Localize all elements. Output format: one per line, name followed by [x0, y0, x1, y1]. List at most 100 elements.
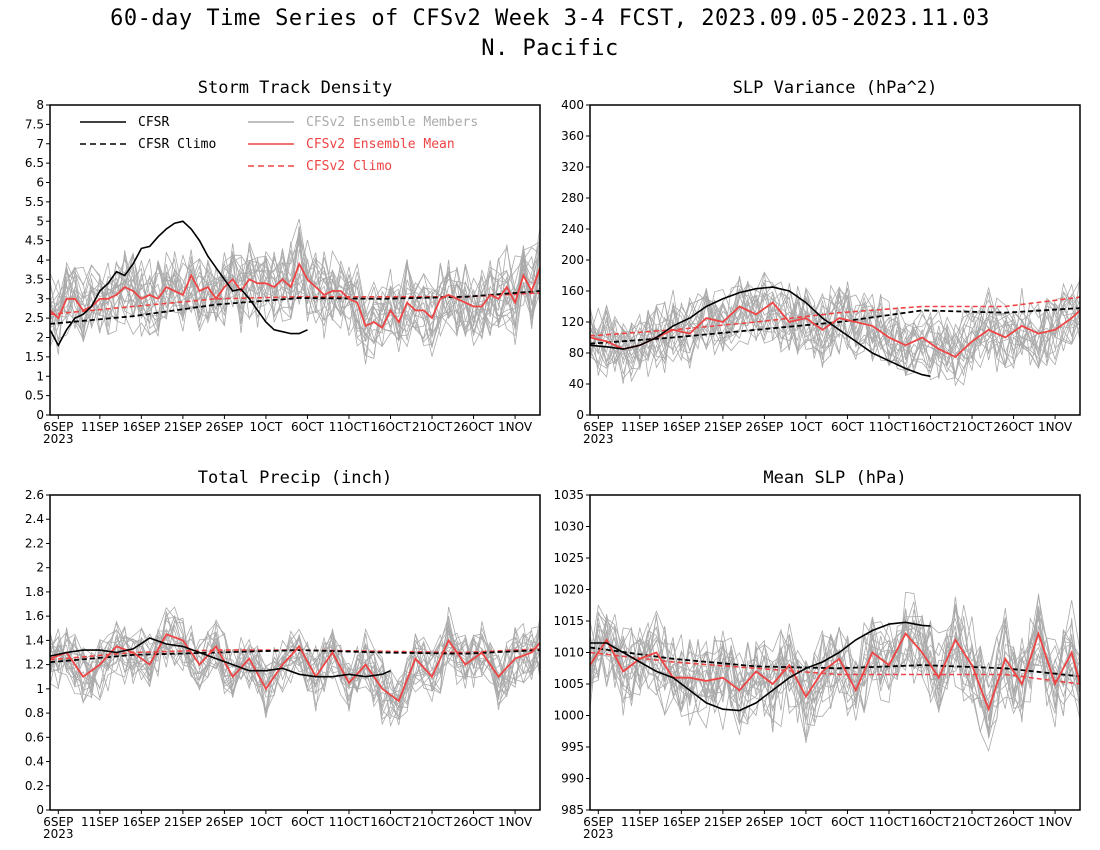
x-year-label: 2023	[583, 432, 614, 446]
legend-ensemble-members-label: CFSv2 Ensemble Members	[306, 115, 478, 130]
y-tick-label: 995	[561, 740, 584, 754]
y-tick-label: 3	[36, 292, 44, 306]
ensemble-member-line	[589, 608, 1081, 752]
x-tick-label: 26SEP	[206, 420, 244, 434]
x-tick-label: 6OCT	[291, 420, 324, 434]
x-tick-label: 16SEP	[122, 420, 160, 434]
y-tick-label: 2.4	[25, 512, 44, 526]
x-tick-label: 1OCT	[250, 815, 283, 829]
y-tick-label: 6	[36, 176, 44, 190]
y-tick-label: 1025	[553, 551, 584, 565]
y-tick-label: 2.5	[25, 311, 44, 325]
y-tick-label: 400	[561, 98, 584, 112]
x-tick-label: 11SEP	[81, 815, 119, 829]
x-tick-label: 16SEP	[662, 815, 700, 829]
x-tick-label: 21OCT	[412, 815, 453, 829]
legend-cfsr-climo-label: CFSR Climo	[138, 137, 216, 152]
ensemble-member-line	[49, 240, 541, 345]
y-tick-label: 1	[36, 369, 44, 383]
x-tick-label: 21SEP	[164, 420, 202, 434]
x-tick-label: 26SEP	[746, 815, 784, 829]
y-tick-label: 1020	[553, 583, 584, 597]
y-tick-label: 360	[561, 129, 584, 143]
y-tick-label: 7	[36, 137, 44, 151]
y-tick-label: 0	[576, 408, 584, 422]
y-tick-label: 1.8	[25, 585, 44, 599]
ensemble-mean-line	[49, 633, 541, 703]
x-tick-label: 1OCT	[250, 420, 283, 434]
x-tick-label: 1NOV	[498, 815, 533, 829]
legend-cfsr-label: CFSR	[138, 115, 169, 130]
ensemble-member-line	[589, 613, 1081, 722]
x-tick-label: 11OCT	[329, 420, 370, 434]
cfsr-climo-line	[589, 646, 1081, 678]
ensemble-member-line	[589, 606, 1081, 736]
x-tick-label: 6SEP	[43, 420, 73, 434]
y-tick-label: 1030	[553, 520, 584, 534]
ensemble-member-line	[49, 606, 541, 726]
x-tick-label: 16SEP	[122, 815, 160, 829]
ensemble-member-line	[589, 275, 1081, 374]
y-tick-label: 160	[561, 284, 584, 298]
ensemble-member-line	[589, 272, 1081, 376]
x-tick-label: 6SEP	[583, 420, 613, 434]
ensemble-member-line	[49, 247, 541, 343]
cfsr-line	[49, 637, 391, 678]
legend-ensemble-mean-label: CFSv2 Ensemble Mean	[306, 137, 455, 152]
y-tick-label: 1.5	[25, 350, 44, 364]
y-tick-label: 280	[561, 191, 584, 205]
y-tick-label: 1035	[553, 488, 584, 502]
ensemble-mean-line	[589, 301, 1081, 358]
ensemble-member-line	[589, 616, 1081, 733]
y-tick-label: 4.5	[25, 234, 44, 248]
y-tick-label: 0	[36, 408, 44, 422]
y-tick-label: 2.2	[25, 536, 44, 550]
region-subtitle: N. Pacific	[481, 36, 619, 61]
x-tick-label: 11OCT	[869, 420, 910, 434]
chart-panel-4: Mean SLP (hPa) 985 990 995 1000 1005 1010 1015 1…	[553, 468, 1081, 841]
y-tick-label: 7.5	[25, 117, 44, 131]
ensemble-member-line	[49, 226, 541, 356]
x-tick-label: 21SEP	[704, 420, 742, 434]
panel-title: Total Precip (inch)	[198, 468, 392, 488]
y-tick-label: 5	[36, 214, 44, 228]
x-tick-label: 16OCT	[370, 420, 411, 434]
y-tick-label: 1005	[553, 677, 584, 691]
panel-title: Storm Track Density	[198, 78, 392, 98]
y-tick-label: 0	[36, 803, 44, 817]
x-tick-label: 16OCT	[910, 815, 951, 829]
x-tick-label: 6SEP	[43, 815, 73, 829]
plot-frame	[589, 494, 1081, 811]
x-tick-label: 1OCT	[790, 815, 823, 829]
cfsr-climo-line	[49, 290, 541, 325]
x-tick-label: 21OCT	[412, 420, 453, 434]
x-tick-label: 11OCT	[869, 815, 910, 829]
ensemble-member-line	[589, 610, 1081, 725]
y-tick-label: 0.4	[25, 755, 44, 769]
cfsr-line	[589, 286, 931, 378]
y-tick-label: 1015	[553, 614, 584, 628]
y-tick-label: 0.5	[25, 389, 44, 403]
y-tick-label: 0.6	[25, 730, 44, 744]
ensemble-mean-line	[49, 261, 541, 330]
x-tick-label: 6SEP	[583, 815, 613, 829]
y-tick-label: 0.8	[25, 706, 44, 720]
x-tick-label: 1OCT	[790, 420, 823, 434]
x-tick-label: 1NOV	[1038, 420, 1073, 434]
x-tick-label: 21SEP	[704, 815, 742, 829]
x-tick-label: 26OCT	[453, 420, 494, 434]
main-title: 60-day Time Series of CFSv2 Week 3-4 FCS…	[110, 6, 990, 31]
x-tick-label: 11OCT	[329, 815, 370, 829]
x-tick-label: 26OCT	[993, 420, 1034, 434]
y-tick-label: 1.6	[25, 609, 44, 623]
ensemble-member-line	[589, 287, 1081, 380]
plot-frame	[49, 494, 541, 811]
chart-panel-3: Total Precip (inch) 0 0.2 0.4 0.6 0.8 1 1.2 1.4 1…	[25, 468, 541, 841]
y-tick-label: 1.4	[25, 633, 44, 647]
chart-panel-2: SLP Variance (hPa^2) 0 40 80 120 160 200 240 280…	[561, 78, 1081, 446]
y-tick-label: 5.5	[25, 195, 44, 209]
x-tick-label: 6OCT	[831, 420, 864, 434]
y-tick-label: 4	[36, 253, 44, 267]
y-tick-label: 2	[36, 331, 44, 345]
